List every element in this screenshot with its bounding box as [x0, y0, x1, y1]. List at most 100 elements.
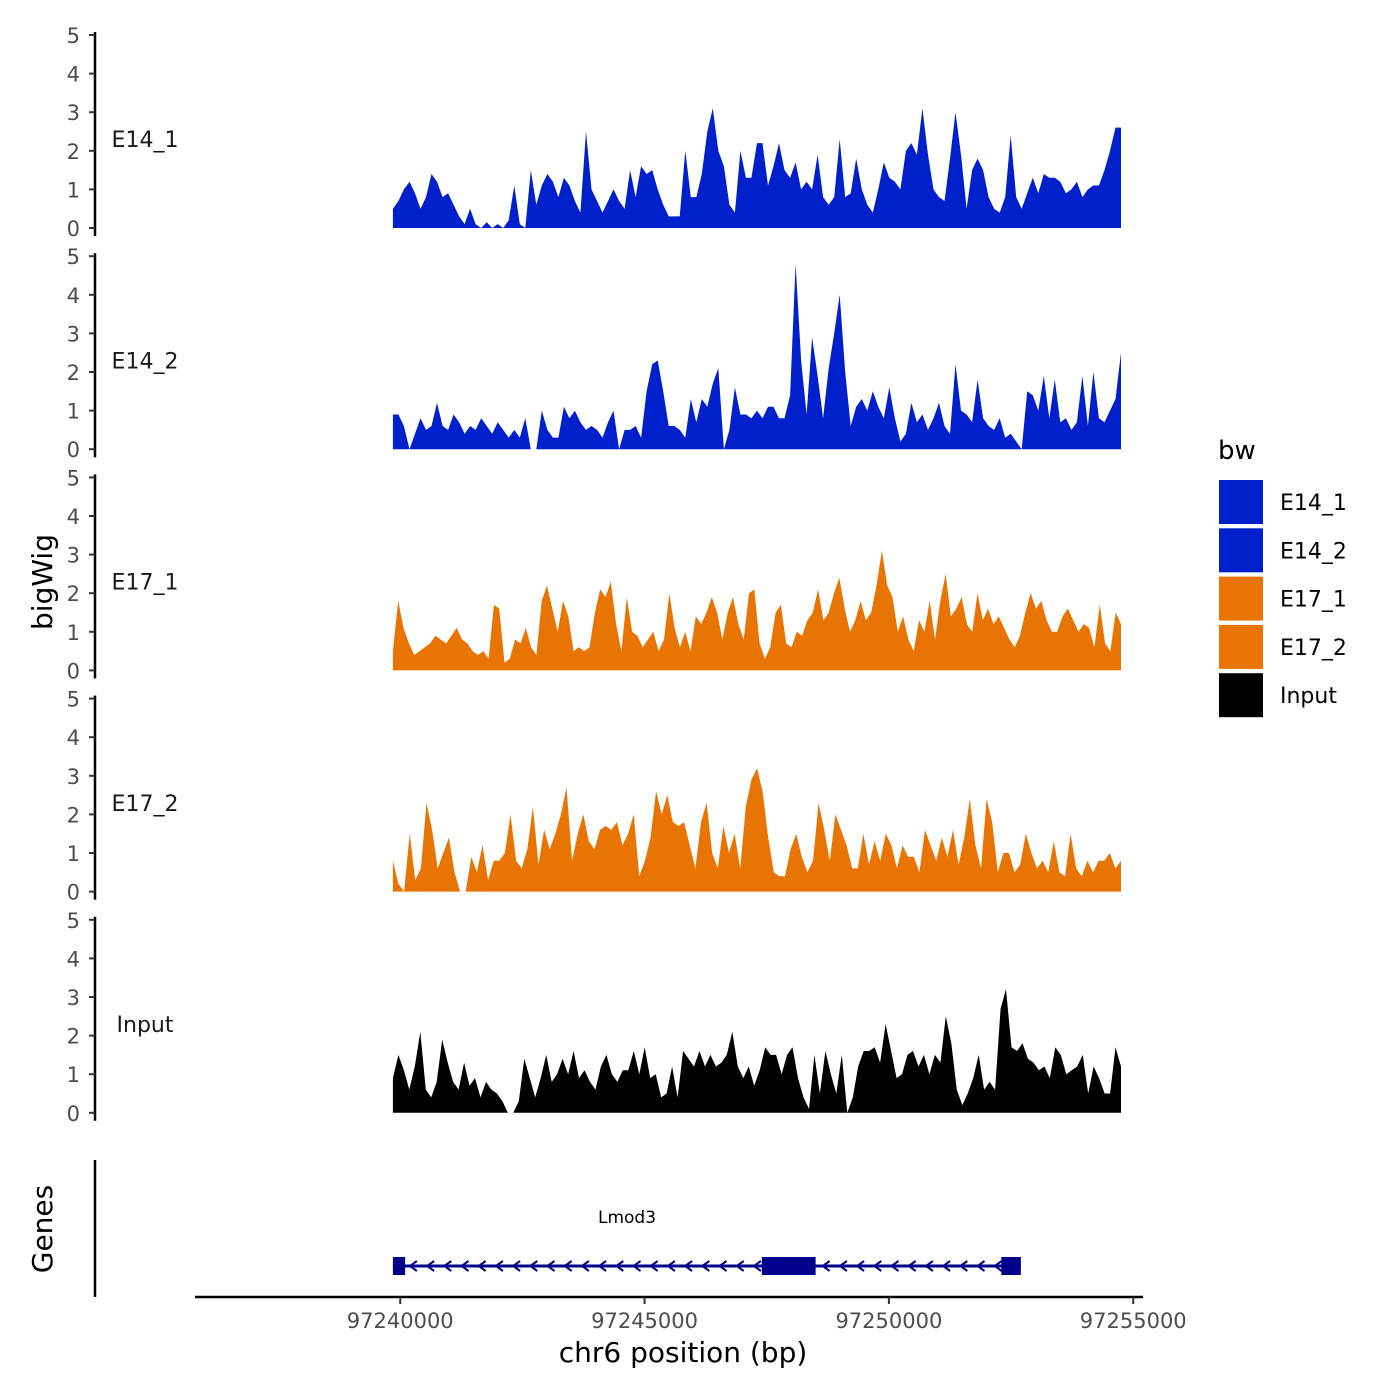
y-tick-label: 5 [67, 24, 80, 48]
legend-label: E14_1 [1280, 491, 1347, 516]
legend-title: bw [1218, 436, 1256, 466]
strand-arrow [459, 1260, 470, 1272]
strand-arrow [872, 1260, 882, 1272]
legend-label: Input [1280, 684, 1337, 709]
bigwig-tracks: 0 1 2 3 4 5 E14_1 0 1 2 3 4 5 E14_2 0 1 2 3 4 5 E17_1 0 1 2 3 4 5 E… [67, 24, 1121, 1126]
y-tick-label: 4 [67, 726, 80, 750]
strand-arrow [958, 1260, 968, 1272]
y-tick-label: 5 [67, 245, 80, 269]
strand-arrow [528, 1260, 538, 1272]
track-e17-1: 0 1 2 3 4 5 E17_1 [67, 466, 1121, 683]
y-tick-label: 3 [67, 986, 80, 1010]
y-tick-label: 3 [67, 322, 80, 346]
legend-label: E14_2 [1280, 539, 1347, 564]
strand-arrow [442, 1260, 452, 1272]
strand-arrow [494, 1260, 504, 1272]
track-label: E17_2 [112, 792, 179, 817]
strand-arrow [666, 1260, 676, 1272]
y-tick-label: 5 [67, 466, 80, 490]
strand-arrow [838, 1260, 848, 1272]
signal-area [392, 263, 1121, 450]
y-tick-label: 3 [67, 544, 80, 568]
strand-arrow [820, 1260, 831, 1272]
y-tick-label: 1 [67, 1063, 80, 1087]
strand-arrow [752, 1260, 762, 1272]
strand-arrow [631, 1260, 642, 1272]
y-tick-label: 4 [67, 284, 80, 308]
legend-swatch-e14-1 [1219, 480, 1263, 524]
signal-area [392, 108, 1121, 228]
y-tick-label: 5 [67, 688, 80, 712]
strand-arrow [648, 1260, 659, 1272]
strand-arrow [906, 1260, 917, 1272]
gene-name-label: Lmod3 [598, 1208, 656, 1228]
strand-arrow [855, 1260, 865, 1272]
y-tick-label: 3 [67, 765, 80, 789]
strand-arrow [511, 1260, 521, 1272]
x-tick-label: 97255000 [1080, 1309, 1187, 1333]
y-tick-label: 4 [67, 947, 80, 971]
x-axis: 97240000 97245000 97250000 97255000 [195, 1295, 1187, 1333]
signal-area [392, 989, 1121, 1113]
x-tick-label: 97245000 [591, 1309, 698, 1333]
track-label: E17_1 [112, 571, 179, 596]
y-tick-label: 1 [67, 621, 80, 645]
strand-arrow [597, 1260, 607, 1272]
legend-label: E17_2 [1280, 636, 1347, 661]
track-label: E14_2 [112, 349, 179, 374]
strand-arrow [734, 1260, 745, 1272]
y-tick-label: 2 [67, 1025, 80, 1049]
y-tick-label: 0 [67, 217, 80, 241]
strand-arrow [614, 1260, 624, 1272]
track-e14-2: 0 1 2 3 4 5 E14_2 [67, 245, 1121, 462]
y-tick-label: 4 [67, 63, 80, 87]
legend: bw E14_1 E14_2 E17_1 E17_2 Input [1218, 436, 1347, 718]
strand-arrow [941, 1260, 951, 1272]
strand-arrow [924, 1260, 934, 1272]
y-tick-label: 1 [67, 178, 80, 202]
gene-exon [392, 1257, 406, 1275]
strand-arrow [889, 1260, 900, 1272]
legend-swatch-e17-1 [1219, 576, 1263, 621]
y-tick-label: 5 [67, 909, 80, 933]
y-tick-label: 0 [67, 438, 80, 462]
legend-swatch-input [1219, 673, 1263, 718]
strand-arrow [992, 1260, 1003, 1272]
y-tick-label: 1 [67, 400, 80, 424]
strand-arrow [562, 1260, 573, 1272]
legend-swatch-e14-2 [1219, 528, 1263, 573]
legend-swatch-e17-2 [1219, 624, 1263, 669]
y-tick-label: 0 [67, 881, 80, 905]
track-e14-1: 0 1 2 3 4 5 E14_1 [67, 24, 1121, 241]
strand-arrow [545, 1260, 556, 1272]
track-e17-2: 0 1 2 3 4 5 E17_2 [67, 688, 1121, 905]
legend-label: E17_1 [1280, 588, 1347, 613]
track-label: E14_1 [112, 128, 179, 153]
y-tick-label: 1 [67, 842, 80, 866]
gene-exon [1001, 1257, 1021, 1275]
signal-area [392, 550, 1121, 671]
y-tick-label: 2 [67, 582, 80, 606]
genes-track: Genes Lmod3 [26, 1160, 1021, 1297]
strand-arrow [476, 1260, 487, 1272]
gene-exon [761, 1257, 816, 1275]
strand-arrow [683, 1260, 693, 1272]
y-tick-label: 2 [67, 361, 80, 385]
x-tick-label: 97250000 [835, 1309, 942, 1333]
strand-arrow [717, 1260, 728, 1272]
y-tick-label: 4 [67, 505, 80, 529]
y-tick-label: 0 [67, 1102, 80, 1126]
strand-arrow [408, 1260, 418, 1272]
strand-arrow [580, 1260, 590, 1272]
track-label: Input [117, 1013, 174, 1038]
y-tick-label: 3 [67, 101, 80, 125]
y-tick-label: 2 [67, 803, 80, 827]
y-tick-label: 0 [67, 659, 80, 683]
strand-arrow [975, 1260, 986, 1272]
strand-arrow [700, 1260, 710, 1272]
y-axis-label: bigWig [26, 534, 59, 630]
x-tick-label: 97240000 [347, 1309, 454, 1333]
genes-label: Genes [26, 1185, 59, 1273]
strand-arrow [425, 1260, 435, 1272]
